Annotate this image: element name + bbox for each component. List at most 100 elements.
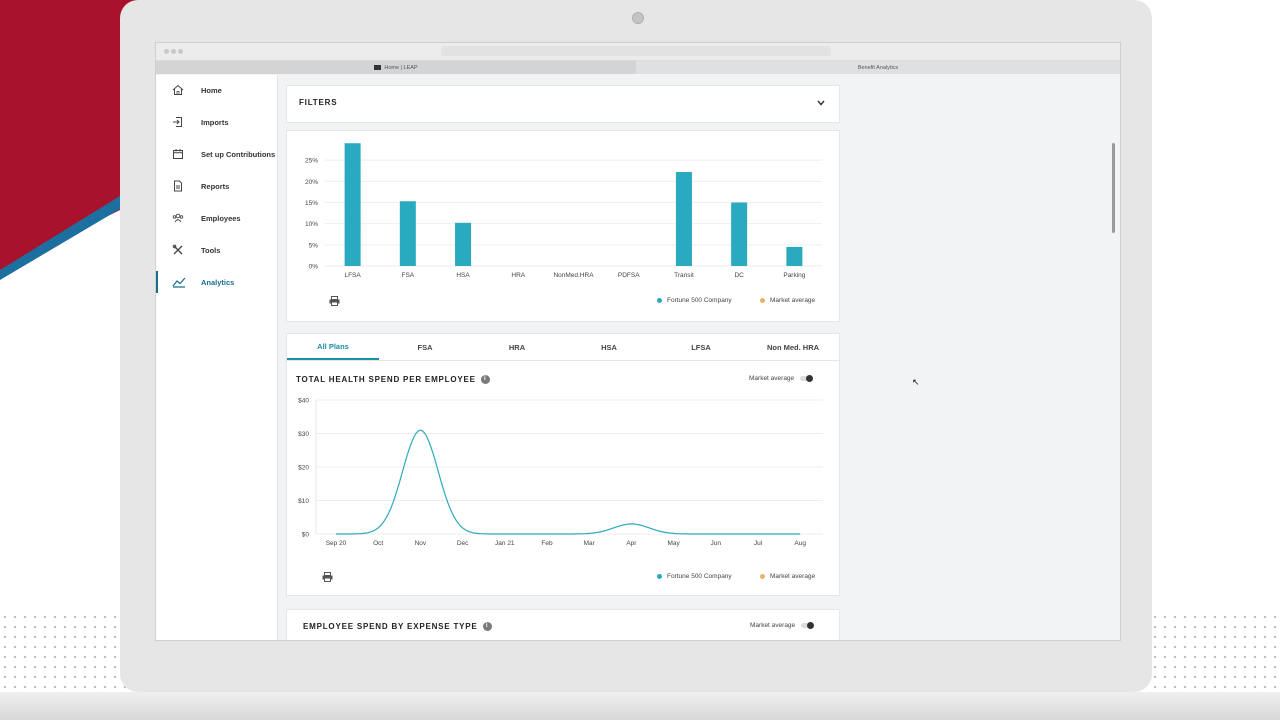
sidebar-item-analytics[interactable]: Analytics — [156, 271, 277, 293]
chevron-down-icon[interactable] — [817, 100, 825, 106]
import-icon — [173, 117, 182, 127]
window-close-icon[interactable] — [164, 49, 169, 54]
y-tick-label: $30 — [298, 431, 309, 438]
sidebar-item-tools[interactable]: Tools — [156, 239, 277, 261]
legend-swatch-market — [760, 574, 765, 579]
bar-chart: 0% 5% 10% 15% 20% 25% LFSA FSA HSA HRA NonMed.HRA P… — [305, 143, 822, 279]
address-bar[interactable] — [441, 46, 831, 56]
x-tick-label: DC — [734, 272, 744, 279]
y-tick-label: 10% — [305, 221, 318, 228]
x-tick-label: Mar — [584, 540, 596, 547]
x-tick-label: Apr — [626, 540, 637, 547]
tab-all-plans[interactable]: All Plans — [287, 334, 379, 360]
y-tick-label: 0% — [309, 264, 319, 271]
series-line — [336, 429, 801, 535]
mouse-cursor-icon: ↖ — [912, 377, 920, 387]
bar — [399, 201, 416, 266]
print-icon[interactable] — [322, 572, 333, 582]
leap-favicon-icon — [374, 65, 382, 70]
y-tick-label: $0 — [302, 532, 310, 539]
tabs-divider — [287, 360, 839, 361]
expense-type-title: EMPLOYEE SPEND BY EXPENSE TYPE i — [303, 622, 492, 632]
tab-hra[interactable]: HRA — [508, 342, 526, 352]
legend-swatch-company — [657, 298, 662, 303]
line-chart: $0 $10 $20 $30 $40 Sep 20 Oct Nov Dec Jan 21 Feb Ma… — [298, 398, 823, 547]
sidebar: Home Imports Set up Contributions Report… — [156, 75, 278, 640]
info-icon[interactable]: i — [482, 622, 492, 632]
sidebar-item-reports[interactable]: Reports — [156, 175, 277, 197]
x-tick-label: LFSA — [344, 272, 361, 279]
x-tick-label: Sep 20 — [326, 540, 347, 547]
sidebar-item-home[interactable]: Home — [156, 79, 277, 101]
y-tick-label: 15% — [305, 200, 318, 207]
home-icon — [172, 84, 184, 95]
analytics-icon — [172, 277, 186, 288]
sidebar-item-imports[interactable]: Imports — [156, 111, 277, 133]
bar-legend-market: Market average — [760, 297, 815, 304]
filters-title: FILTERS — [299, 98, 338, 107]
x-tick-label: Dec — [457, 540, 469, 547]
browser-toolbar — [156, 43, 1120, 61]
tools-icon — [172, 244, 183, 255]
expense-type-card: EMPLOYEE SPEND BY EXPENSE TYPE i Market a… — [286, 609, 840, 640]
dot-pattern-right — [1150, 612, 1280, 692]
page-scrollbar[interactable] — [1112, 143, 1115, 233]
filters-panel[interactable]: FILTERS — [286, 85, 840, 123]
health-spend-card: All Plans FSA HRA HSA LFSA Non Med. HRA … — [286, 333, 840, 596]
tab-non-med-hra[interactable]: Non Med. HRA — [766, 342, 820, 352]
market-average-toggle[interactable]: Market average — [749, 375, 814, 382]
bar — [344, 143, 361, 266]
y-tick-label: 20% — [305, 179, 318, 186]
camera-dot — [632, 12, 644, 24]
tab-hsa[interactable]: HSA — [601, 342, 617, 352]
info-icon[interactable]: i — [480, 375, 490, 385]
tab-lfsa[interactable]: LFSA — [691, 342, 711, 352]
y-tick-label: 25% — [305, 158, 318, 165]
y-tick-label: 5% — [309, 242, 319, 249]
bar — [675, 172, 692, 266]
bar — [731, 202, 748, 266]
bar-chart-card: 0% 5% 10% 15% 20% 25% LFSA FSA HSA HRA NonMed.HRA P… — [286, 130, 840, 322]
x-tick-label: Aug — [794, 540, 806, 547]
x-tick-label: Jul — [754, 540, 763, 547]
x-tick-label: Feb — [541, 540, 553, 547]
sidebar-item-contributions[interactable]: Set up Contributions — [156, 143, 277, 165]
bar — [455, 222, 472, 266]
x-tick-label: Transit — [674, 272, 694, 279]
x-tick-label: Parking — [783, 272, 805, 279]
expense-market-average-toggle[interactable]: Market average — [750, 622, 815, 629]
print-icon[interactable] — [329, 296, 340, 306]
y-tick-label: $40 — [298, 398, 309, 405]
bar — [786, 246, 803, 266]
x-tick-label: Oct — [373, 540, 383, 547]
tab-fsa[interactable]: FSA — [417, 342, 433, 352]
dot-pattern-left — [0, 612, 130, 692]
browser-tab-home[interactable]: Home | LEAP — [156, 61, 636, 74]
laptop-base — [0, 692, 1280, 720]
toggle-switch[interactable] — [801, 622, 815, 629]
health-spend-title: TOTAL HEALTH SPEND PER EMPLOYEE i — [296, 375, 490, 385]
legend-swatch-market — [760, 298, 765, 303]
sidebar-item-employees[interactable]: Employees — [156, 207, 277, 229]
x-tick-label: FSA — [402, 272, 415, 279]
window-maximize-icon[interactable] — [178, 49, 183, 54]
people-icon — [172, 213, 184, 223]
app-screen: Home | LEAP Benefit Analytics Home Impor… — [155, 42, 1121, 641]
x-tick-label: Nov — [415, 540, 427, 547]
document-icon — [174, 180, 182, 192]
window-minimize-icon[interactable] — [171, 49, 176, 54]
bar-legend-company: Fortune 500 Company — [657, 297, 732, 304]
x-tick-label: Jan 21 — [495, 540, 515, 547]
browser-tab-analytics[interactable]: Benefit Analytics — [857, 64, 899, 71]
toggle-switch[interactable] — [800, 375, 814, 382]
legend-swatch-company — [657, 574, 662, 579]
x-tick-label: PDFSA — [618, 272, 640, 279]
x-tick-label: May — [667, 540, 680, 547]
calendar-icon — [173, 149, 183, 159]
x-tick-label: HSA — [456, 272, 470, 279]
y-tick-label: $20 — [298, 465, 309, 472]
line-legend-market: Market average — [760, 573, 815, 580]
x-tick-label: HRA — [511, 272, 525, 279]
y-tick-label: $10 — [298, 498, 309, 505]
x-tick-label: Jun — [711, 540, 722, 547]
